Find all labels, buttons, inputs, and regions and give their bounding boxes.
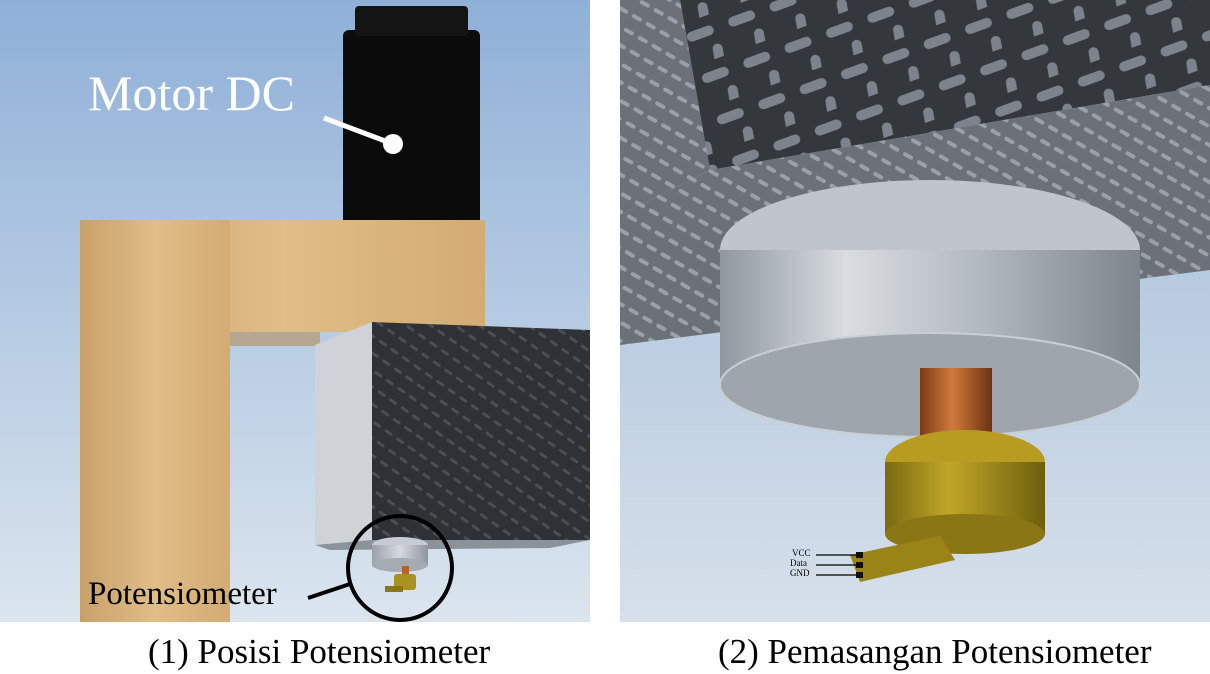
caption-panel-2: (2) Pemasangan Potensiometer — [718, 632, 1152, 671]
pin-label-gnd: GND — [790, 568, 810, 578]
render-scene-2 — [620, 0, 1210, 622]
motor-dc-label: Motor DC — [88, 65, 295, 121]
potentiometer-label: Potensiometer — [88, 576, 277, 612]
wood-frame-leg — [80, 220, 230, 622]
figure-panel-1: Motor DC Potensiometer — [0, 0, 590, 622]
figure-panel-2: VCC Data GND — [620, 0, 1210, 622]
motor-body — [343, 30, 480, 230]
caption-panel-1: (1) Posisi Potensiometer — [148, 632, 491, 671]
pin-label-data: Data — [790, 558, 807, 568]
render-scene-1 — [0, 0, 590, 622]
pin-label-vcc: VCC — [792, 548, 811, 558]
plate-block — [372, 322, 590, 540]
motor-pointer-dot — [383, 134, 403, 154]
pot-leader-line — [307, 582, 351, 600]
plate-top — [680, 0, 1210, 170]
highlight-circle — [346, 514, 454, 622]
